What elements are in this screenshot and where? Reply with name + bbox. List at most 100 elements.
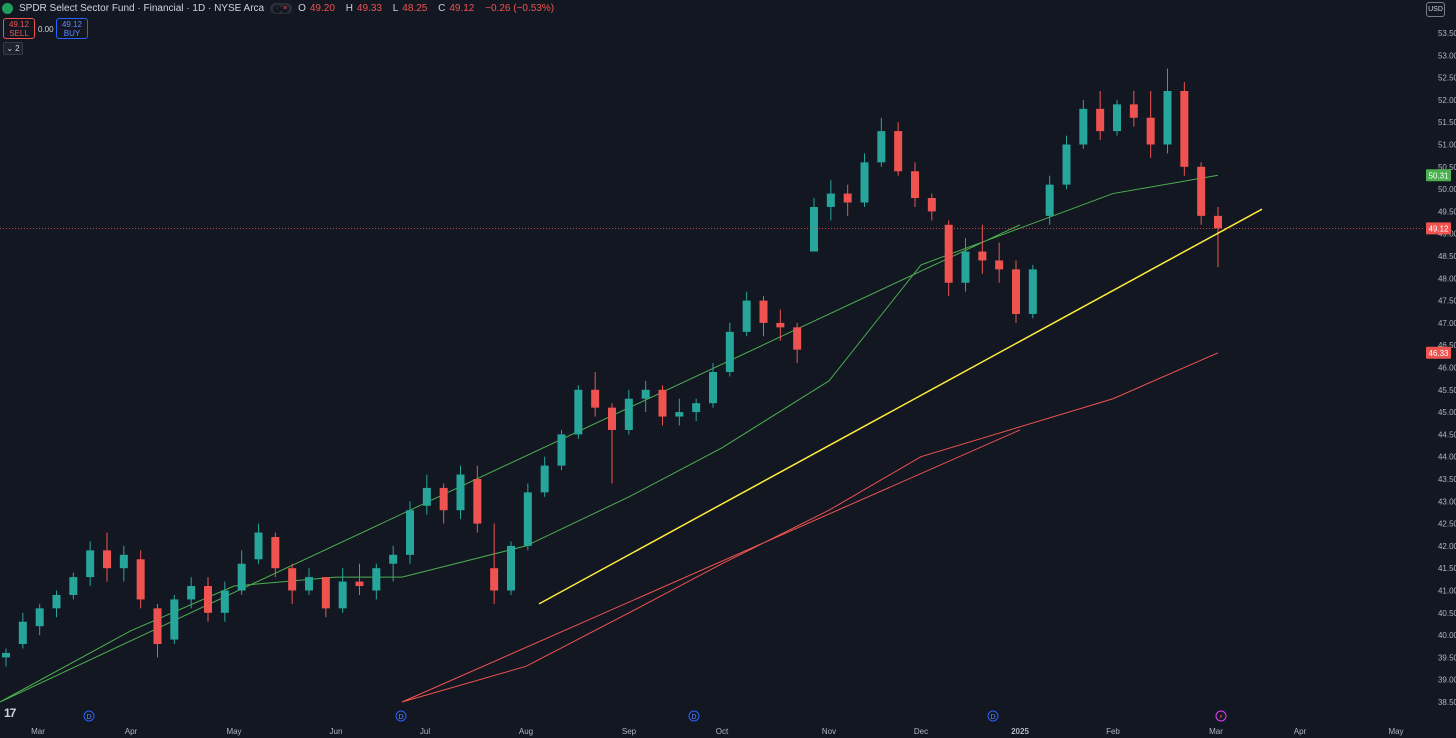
candle-body [911, 171, 919, 199]
time-axis: Mar Apr May Jun Jul Aug Sep Oct Nov Dec 2025 Feb Mar… [31, 727, 1403, 736]
dividend-marker-icon [987, 710, 999, 722]
earnings-marker-icon [1215, 710, 1227, 722]
candle-body [1079, 108, 1088, 145]
candle-body [187, 586, 196, 600]
candle-body [1197, 166, 1206, 216]
candle-body [557, 434, 566, 466]
candle-body [136, 559, 145, 600]
candle-body [608, 407, 616, 430]
y-tick-label: 41.50 [1438, 564, 1456, 573]
candle-body [254, 532, 263, 560]
candle-body [1163, 90, 1172, 145]
y-tick-label: 40.50 [1438, 609, 1456, 618]
x-tick-label: Jul [420, 727, 430, 736]
symbol-header: SPDR Select Sector Fund · Financial · 1D… [2, 3, 558, 14]
x-tick-label: Jun [330, 727, 343, 736]
y-tick-label: 49.50 [1438, 207, 1456, 216]
candle-body [35, 608, 44, 627]
candle-body [1012, 269, 1020, 314]
candle-body [759, 300, 768, 323]
candle-body [995, 260, 1004, 270]
buy-price: 49.12 [61, 19, 83, 29]
x-tick-label: Apr [125, 727, 138, 736]
y-tick-label: 46.50 [1438, 341, 1456, 350]
y-tick-label: 43.50 [1438, 475, 1456, 484]
y-tick-label: 43.00 [1438, 497, 1456, 506]
y-tick-label: 48.00 [1438, 274, 1456, 283]
y-tick-label: 44.50 [1438, 430, 1456, 439]
candle-body [305, 577, 313, 591]
price-label: 49.12 [1428, 224, 1449, 233]
x-tick-label: Nov [822, 727, 836, 736]
y-tick-label: 39.50 [1438, 653, 1456, 662]
candle-body [103, 550, 111, 569]
indicator-status-pill[interactable]: · ≡ [270, 3, 293, 14]
ohlc-values: O 49.20 H 49.33 L 48.25 C 49.12 −0.26 (−0.53… [298, 3, 555, 14]
candle-body [422, 487, 431, 506]
candle-body [237, 563, 246, 591]
candle-body [894, 131, 903, 172]
candle-body [927, 198, 936, 212]
candle-body [69, 577, 78, 595]
candle-body [170, 599, 179, 640]
candle-body [507, 545, 515, 591]
candle-body [338, 581, 347, 609]
status-dot-icon: · [273, 4, 282, 13]
indicator-count: 2 [15, 44, 20, 53]
candle-body [574, 389, 583, 435]
trendline [538, 208, 1263, 605]
sell-price: 49.12 [8, 19, 30, 29]
x-tick-label: May [1388, 727, 1403, 736]
candle-body [1096, 108, 1105, 132]
y-tick-label: 39.00 [1438, 676, 1456, 685]
buy-button[interactable]: 49.12 BUY [56, 18, 88, 39]
price-label-box [1426, 169, 1451, 182]
candle-body [490, 568, 499, 591]
x-tick-label: Aug [519, 727, 533, 736]
spread-value: 0.00 [38, 25, 54, 34]
candle-body [355, 581, 364, 587]
y-tick-label: 51.50 [1438, 118, 1456, 127]
y-tick-label: 50.00 [1438, 185, 1456, 194]
candle-body [288, 568, 297, 591]
candle-body [860, 162, 869, 203]
candle-body [456, 474, 465, 511]
candle-body [439, 487, 448, 511]
candle-body [776, 322, 785, 328]
candle-body [1129, 104, 1138, 118]
x-tick-label: Mar [1209, 727, 1223, 736]
price-axis: 53.50 53.00 52.50 52.00 51.50 51.00 50.50 50.00… [1426, 29, 1456, 707]
candle-body [321, 577, 330, 609]
candle-body [742, 300, 751, 332]
candle-body [523, 492, 532, 546]
candle-body [843, 193, 852, 203]
y-tick-label: 40.00 [1438, 631, 1456, 640]
menu-icon: ≡ [281, 4, 290, 13]
candle-body [1180, 90, 1189, 167]
sma-slow-line [401, 352, 1219, 703]
candle-body [52, 594, 61, 609]
y-tick-label: 42.50 [1438, 520, 1456, 529]
candle-body [961, 251, 970, 283]
x-tick-label: Mar [31, 727, 45, 736]
candle-body [692, 403, 701, 413]
candle-body [793, 327, 802, 350]
sell-button[interactable]: 49.12 SELL [3, 18, 35, 39]
candle-body [204, 586, 212, 613]
symbol-title[interactable]: SPDR Select Sector Fund · Financial · 1D… [19, 3, 265, 14]
dividend-label: D [86, 714, 91, 721]
y-tick-label: 44.00 [1438, 453, 1456, 462]
chevron-down-icon: ⌄ [6, 44, 14, 53]
y-tick-label: 42.00 [1438, 542, 1456, 551]
candle-body [86, 550, 95, 578]
candle-body [1028, 269, 1037, 314]
y-tick-label: 47.00 [1438, 319, 1456, 328]
dividend-marker-icon [395, 710, 407, 722]
currency-button[interactable]: USD [1426, 2, 1445, 17]
y-tick-label: 38.50 [1438, 698, 1456, 707]
tradingview-logo-icon[interactable]: 17 [4, 706, 16, 720]
collapse-indicators-button[interactable]: ⌄ 2 [3, 42, 23, 55]
dividend-label: D [398, 714, 403, 721]
price-label-box [1426, 222, 1451, 235]
